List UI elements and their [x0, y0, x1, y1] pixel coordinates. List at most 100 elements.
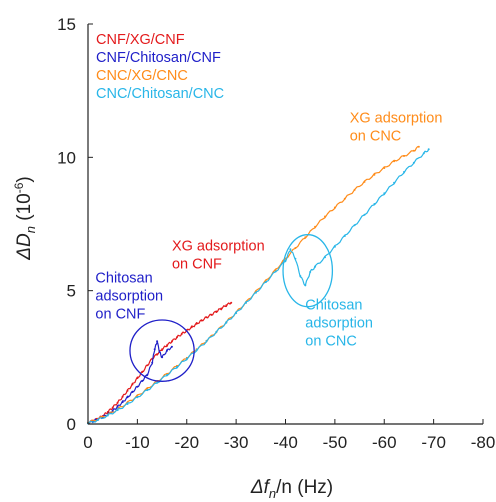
series-4-point	[146, 389, 149, 392]
series-4-point	[254, 291, 257, 294]
series-1-point	[205, 316, 208, 319]
series-1-point	[126, 389, 129, 392]
y-tick-label: 10	[57, 148, 76, 167]
series-1-point	[175, 336, 178, 339]
y-tick-label: 5	[67, 282, 76, 301]
series-3-point	[393, 160, 396, 163]
series-4-point	[175, 365, 178, 368]
legend-entry-3: CNC/XG/CNC	[96, 68, 188, 84]
series-2-point	[151, 361, 154, 364]
series-1-point	[180, 332, 183, 335]
series-1-point	[121, 395, 124, 398]
annotation-3: Chitosan adsorption on CNF	[95, 271, 163, 323]
series-4-point	[422, 152, 425, 155]
series-4-point	[264, 281, 267, 284]
series-1-point	[200, 319, 203, 322]
series-3-point	[412, 149, 415, 152]
y-axis-title-close: )	[14, 176, 35, 182]
series-4-point	[185, 357, 188, 360]
series-4-point	[235, 312, 238, 315]
series-2-point	[116, 405, 119, 408]
series-2-point	[141, 379, 144, 382]
legend-entry-1: CNF/XG/CNF	[96, 32, 185, 48]
legend-entry-2: CNF/Chitosan/CNF	[96, 50, 221, 66]
series-4-point	[106, 414, 109, 417]
series-1-point	[170, 340, 173, 343]
series-3-point	[417, 145, 420, 148]
series-4-point	[353, 224, 356, 227]
series-4-point	[363, 213, 366, 216]
series-3-point	[304, 236, 307, 239]
series-4-point	[96, 419, 99, 421]
series-2-point	[156, 340, 159, 343]
series-4-point	[156, 381, 159, 384]
annotations: XG adsorption on CNC XG adsorption on CNF Ch…	[95, 111, 442, 350]
series-3-point	[324, 215, 326, 218]
series-1-point	[116, 401, 119, 404]
plot-layer	[87, 145, 430, 425]
annotation-1: XG adsorption on CNC	[350, 111, 443, 145]
x-axis-title-prefix: Δf	[250, 477, 271, 498]
series-1-point	[215, 310, 218, 313]
series-4-point	[274, 270, 277, 273]
series-2-point	[131, 391, 134, 393]
series-4-point	[309, 271, 312, 273]
series-4-point	[333, 245, 336, 248]
series-2-point	[153, 348, 156, 351]
series-4-point	[412, 161, 415, 164]
series-1-point	[136, 377, 139, 380]
series-4-point	[383, 192, 386, 195]
series-4-point	[225, 321, 228, 324]
y-tick-label: 15	[57, 15, 76, 34]
series-3-point	[373, 173, 376, 176]
series-4-point	[215, 331, 218, 333]
x-tick-label: 0	[83, 433, 92, 452]
series-1-point	[230, 301, 233, 304]
series-1-point	[161, 348, 164, 351]
legend-entry-4: CNC/Chitosan/CNC	[96, 86, 224, 102]
series-3-point	[363, 180, 366, 183]
series-4-point	[324, 256, 326, 259]
series-2-point	[121, 401, 124, 404]
series-3-point	[274, 268, 277, 271]
series-4-point	[289, 248, 292, 251]
y-axis-title-sup: -6	[12, 182, 26, 193]
series-1-point	[131, 383, 134, 386]
x-axis-title-sub: n	[269, 486, 276, 501]
annotation-2: XG adsorption on CNF	[172, 239, 265, 273]
axis-layer: 0 -10 -20 -30 -40 -50 -60 -70 -80 0 5 10 15	[57, 15, 495, 452]
series-1-point	[166, 344, 168, 347]
series-1-point	[156, 353, 159, 356]
series-3-point	[314, 225, 317, 228]
series-1-point	[195, 322, 198, 325]
x-tick-label: -10	[125, 433, 150, 452]
series-4-point	[166, 373, 168, 376]
series-1-point	[111, 406, 114, 409]
series-1-point	[225, 304, 228, 307]
series-3-point	[383, 167, 386, 169]
y-tick-label: 0	[67, 415, 76, 434]
series-3-point	[294, 247, 297, 249]
x-tick-label: -50	[323, 433, 348, 452]
series-4-point	[205, 340, 208, 343]
series-3-point	[343, 197, 346, 200]
series-3-point	[403, 155, 405, 157]
x-tick-label: -70	[421, 433, 446, 452]
series-1-point	[210, 313, 213, 316]
series-4-point	[136, 396, 139, 399]
series-4-point	[284, 259, 287, 262]
x-tick-label: -80	[471, 433, 496, 452]
series-1-point	[146, 364, 149, 367]
series-3-point	[353, 188, 356, 191]
series-4-point	[304, 284, 307, 287]
x-tick-label: -20	[174, 433, 199, 452]
series-4-point	[294, 257, 297, 260]
series-2-point	[166, 349, 168, 352]
series-4-point	[195, 349, 198, 352]
x-tick-label: -60	[372, 433, 397, 452]
series-2-point	[111, 409, 114, 412]
series-4-point	[343, 235, 346, 237]
legend: CNF/XG/CNF CNF/Chitosan/CNF CNC/XG/CNC CNC/…	[96, 32, 224, 102]
y-axis-title-suffix: (10	[14, 193, 35, 226]
series-3-point	[333, 206, 336, 209]
